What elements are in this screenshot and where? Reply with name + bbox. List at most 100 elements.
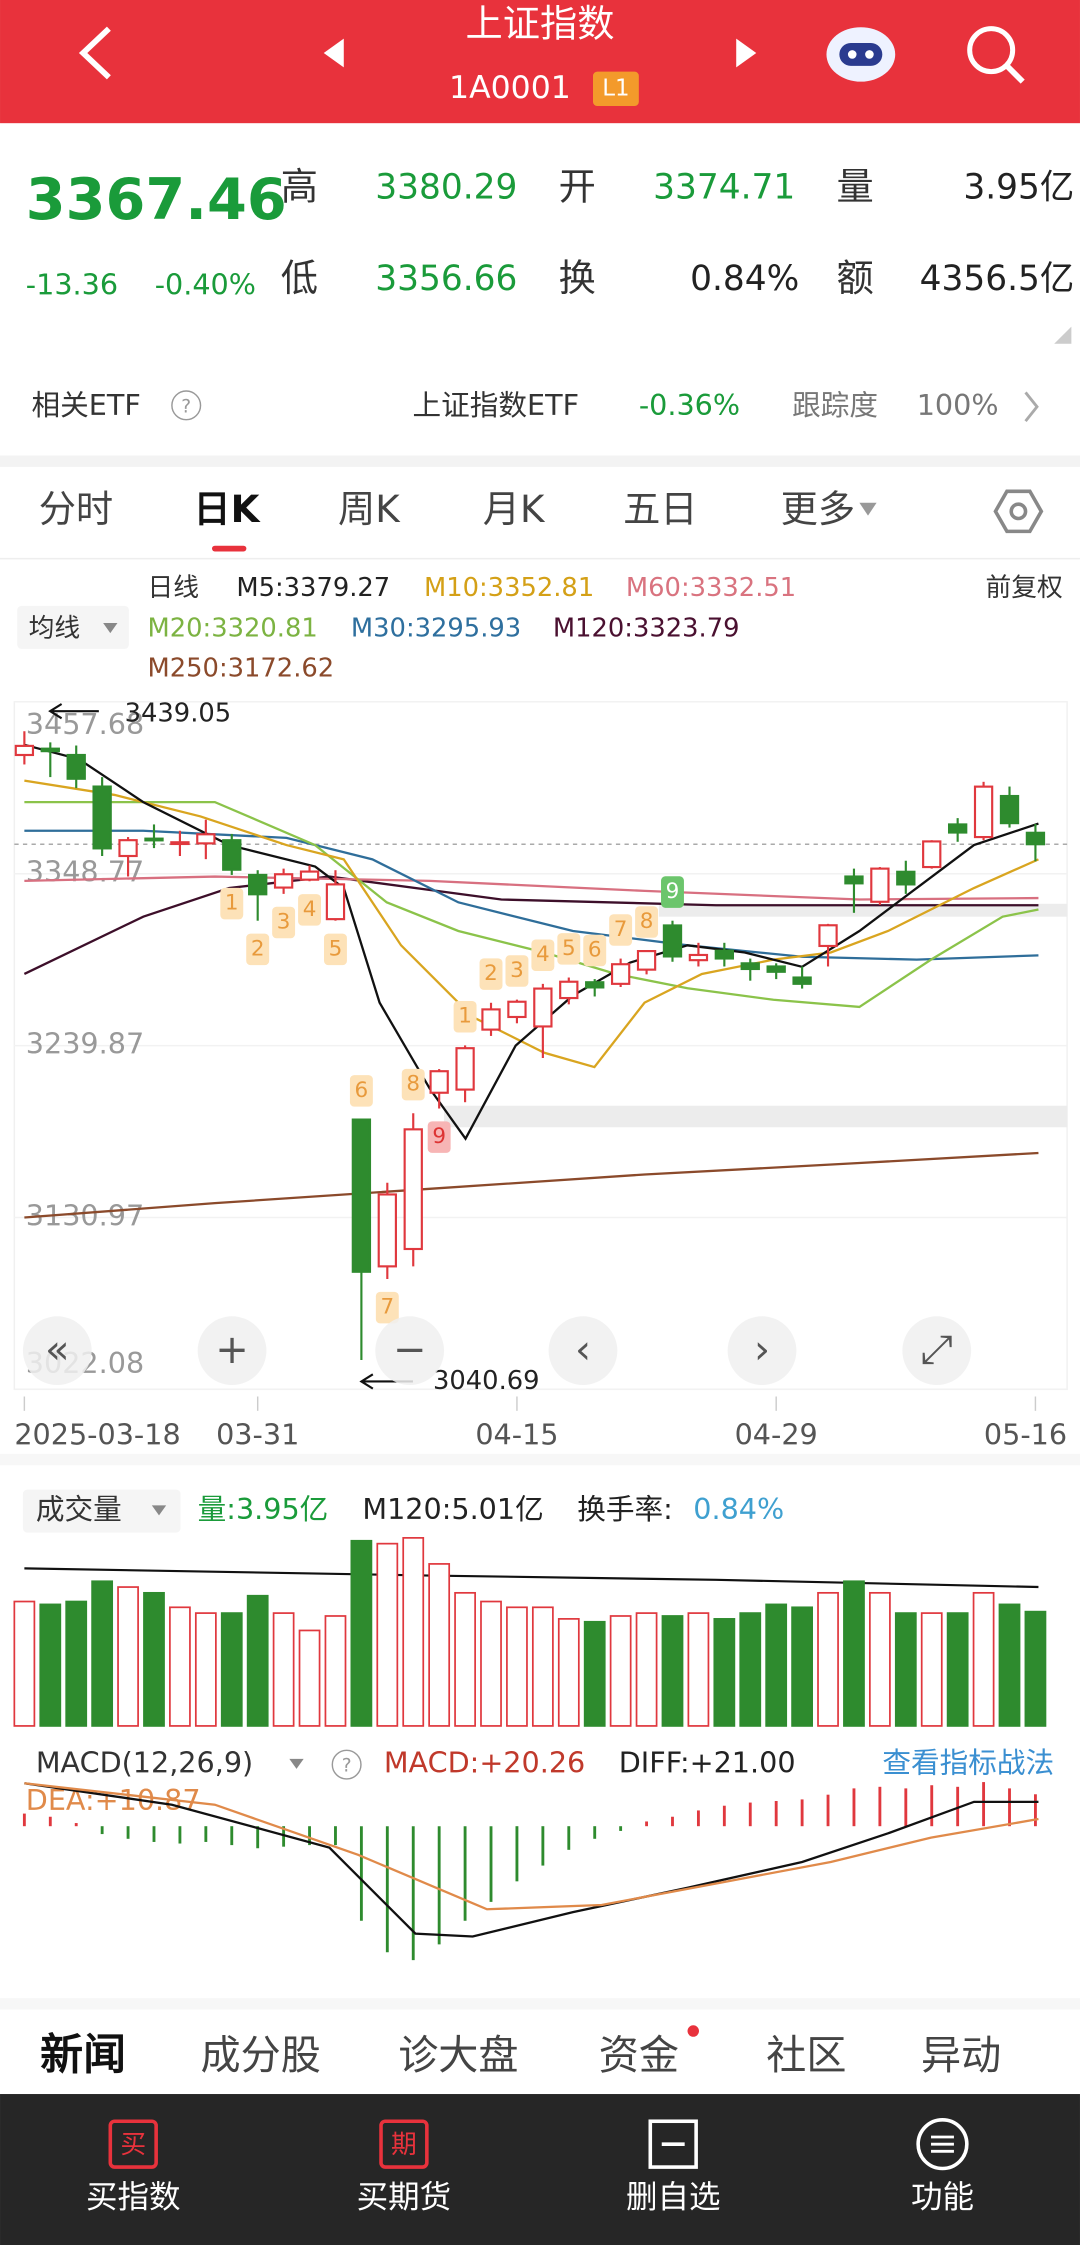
candle-body xyxy=(481,1008,501,1031)
candle-body xyxy=(610,963,631,985)
volume-text: 量:3.95亿 xyxy=(198,1492,329,1526)
nav-icon[interactable] xyxy=(108,2119,158,2169)
nav-label[interactable]: 删自选 xyxy=(626,2180,721,2216)
nav-label[interactable]: 买期货 xyxy=(357,2180,452,2216)
dropdown xyxy=(289,1758,304,1769)
robot-icon[interactable] xyxy=(826,27,896,82)
candle-body xyxy=(792,976,812,985)
bottom-tab[interactable]: 资金 xyxy=(599,2033,679,2079)
x-tick-label: 03-31 xyxy=(216,1418,299,1452)
tab[interactable]: 周K xyxy=(338,487,401,531)
chart-button-icon: › xyxy=(754,1327,770,1373)
volume-bar xyxy=(402,1537,425,1727)
td-label: 8 xyxy=(406,1072,420,1097)
tab[interactable]: 分时 xyxy=(39,487,113,531)
td-badge xyxy=(246,933,270,966)
nav-label[interactable]: 买指数 xyxy=(86,2180,181,2216)
candle-body xyxy=(947,823,968,834)
candle-body xyxy=(351,1118,372,1273)
td-label: 2 xyxy=(484,961,498,986)
macd-link[interactable]: 查看指标战法 xyxy=(882,1746,1054,1780)
macd-selector[interactable]: MACD(12,26,9) xyxy=(36,1746,253,1780)
candle-body xyxy=(559,980,579,1000)
help-icon[interactable] xyxy=(171,390,202,421)
tab[interactable]: 更多 xyxy=(781,487,855,531)
td-label: 4 xyxy=(536,942,550,967)
chevron[interactable] xyxy=(1024,391,1039,422)
volume-bar xyxy=(143,1591,165,1727)
search-icon[interactable] xyxy=(967,26,1025,84)
ma-selector[interactable] xyxy=(17,605,129,649)
bottom-tab[interactable]: 社区 xyxy=(766,2033,846,2079)
chart-button[interactable] xyxy=(197,1316,267,1386)
etf-label: 相关ETF xyxy=(32,388,141,422)
nav-label[interactable]: 功能 xyxy=(911,2180,974,2216)
x-tick-label: 04-29 xyxy=(735,1418,818,1452)
ma250 xyxy=(24,1151,1039,1219)
ma-legend: M5:3379.27 xyxy=(236,573,390,603)
td-badge xyxy=(453,1000,477,1033)
td-label: 6 xyxy=(355,1078,369,1103)
prev-button[interactable] xyxy=(323,38,344,68)
nav-icon-text: 买 xyxy=(120,2130,146,2160)
td-label: 3 xyxy=(277,910,291,935)
chart-button[interactable] xyxy=(727,1316,797,1386)
volume-bar xyxy=(324,1615,347,1727)
volume-selector[interactable] xyxy=(22,1489,181,1533)
td-label: 5 xyxy=(329,936,343,961)
adjust[interactable]: 前复权 xyxy=(985,573,1062,603)
candle-body xyxy=(66,753,86,780)
td-badge xyxy=(479,958,503,990)
chart-button[interactable] xyxy=(22,1316,92,1386)
candle-body xyxy=(429,1070,449,1094)
tab[interactable]: 月K xyxy=(483,487,546,531)
candle-body xyxy=(1025,831,1046,846)
volume-bar xyxy=(39,1603,62,1727)
nav-icon[interactable] xyxy=(648,2119,698,2169)
label: 额 xyxy=(836,256,873,300)
settings-icon[interactable] xyxy=(993,489,1044,534)
bottom-tab[interactable]: 诊大盘 xyxy=(398,2033,518,2079)
tab[interactable]: 五日 xyxy=(623,487,697,531)
change-pct: -0.40% xyxy=(155,267,256,301)
td-badge xyxy=(609,914,633,946)
next-button[interactable] xyxy=(736,38,757,68)
candle-body xyxy=(14,744,35,757)
value: 0.84% xyxy=(690,259,799,299)
nav-icon[interactable] xyxy=(379,2119,429,2169)
chart-button-icon: ‹ xyxy=(575,1327,591,1373)
candle-body xyxy=(92,785,112,850)
candle-body xyxy=(40,747,60,753)
bottom-tab[interactable]: 新闻 xyxy=(40,2031,126,2081)
ma10 xyxy=(24,779,1039,1069)
chart-button[interactable] xyxy=(375,1316,445,1386)
etf-name[interactable]: 上证指数ETF xyxy=(413,388,580,422)
red-dot xyxy=(687,2025,699,2037)
ma20 xyxy=(24,800,1039,1009)
chart-button-icon: ⤢ xyxy=(921,1327,953,1373)
back-button[interactable] xyxy=(78,26,111,80)
label: 高 xyxy=(281,165,318,209)
min-label: 3040.69 xyxy=(433,1366,540,1396)
tab[interactable]: 日K xyxy=(193,487,260,531)
volume-bar xyxy=(609,1615,632,1727)
badge-text: L1 xyxy=(602,75,629,101)
volume-bar xyxy=(13,1600,36,1727)
candle-body xyxy=(973,785,994,839)
candle-body xyxy=(662,924,683,958)
help-icon[interactable] xyxy=(331,1749,362,1780)
value: 3380.29 xyxy=(375,168,517,208)
title: 上证指数 xyxy=(466,1,615,45)
chart-button-icon: « xyxy=(45,1327,70,1373)
nav-icon[interactable] xyxy=(916,2118,969,2171)
chart-button[interactable] xyxy=(902,1316,972,1386)
td-label: 6 xyxy=(588,937,602,962)
volume-bar xyxy=(480,1600,502,1727)
bottom-tab[interactable]: 成分股 xyxy=(201,2033,321,2079)
chart-button-icon: − xyxy=(393,1327,427,1373)
bottom-tab[interactable]: 异动 xyxy=(921,2033,1001,2079)
candle-body xyxy=(636,950,657,971)
candle-body xyxy=(118,839,138,858)
chart-button[interactable] xyxy=(548,1316,618,1386)
dropdown xyxy=(103,623,118,634)
